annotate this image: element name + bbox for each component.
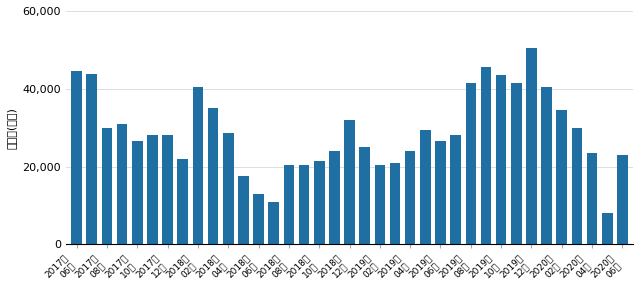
Bar — [344, 120, 355, 244]
Bar — [284, 165, 294, 244]
Bar — [208, 108, 218, 244]
Bar — [86, 74, 97, 244]
Bar — [557, 110, 567, 244]
Bar — [587, 153, 597, 244]
Bar — [451, 136, 461, 244]
Bar — [163, 136, 173, 244]
Bar — [193, 87, 204, 244]
Bar — [390, 163, 400, 244]
Bar — [102, 128, 112, 244]
Bar — [496, 75, 506, 244]
Bar — [617, 155, 628, 244]
Y-axis label: 거래량(건수): 거래량(건수) — [7, 107, 17, 148]
Bar — [405, 151, 415, 244]
Bar — [314, 161, 324, 244]
Bar — [465, 83, 476, 244]
Bar — [238, 176, 249, 244]
Bar — [511, 83, 522, 244]
Bar — [435, 141, 446, 244]
Bar — [299, 165, 309, 244]
Bar — [420, 130, 431, 244]
Bar — [541, 87, 552, 244]
Bar — [572, 128, 582, 244]
Bar — [602, 213, 612, 244]
Bar — [374, 165, 385, 244]
Bar — [116, 124, 127, 244]
Bar — [132, 141, 143, 244]
Bar — [481, 67, 492, 244]
Bar — [329, 151, 340, 244]
Bar — [253, 194, 264, 244]
Bar — [71, 71, 82, 244]
Bar — [147, 136, 157, 244]
Bar — [526, 48, 537, 244]
Bar — [223, 133, 234, 244]
Bar — [268, 202, 279, 244]
Bar — [360, 147, 370, 244]
Bar — [177, 159, 188, 244]
